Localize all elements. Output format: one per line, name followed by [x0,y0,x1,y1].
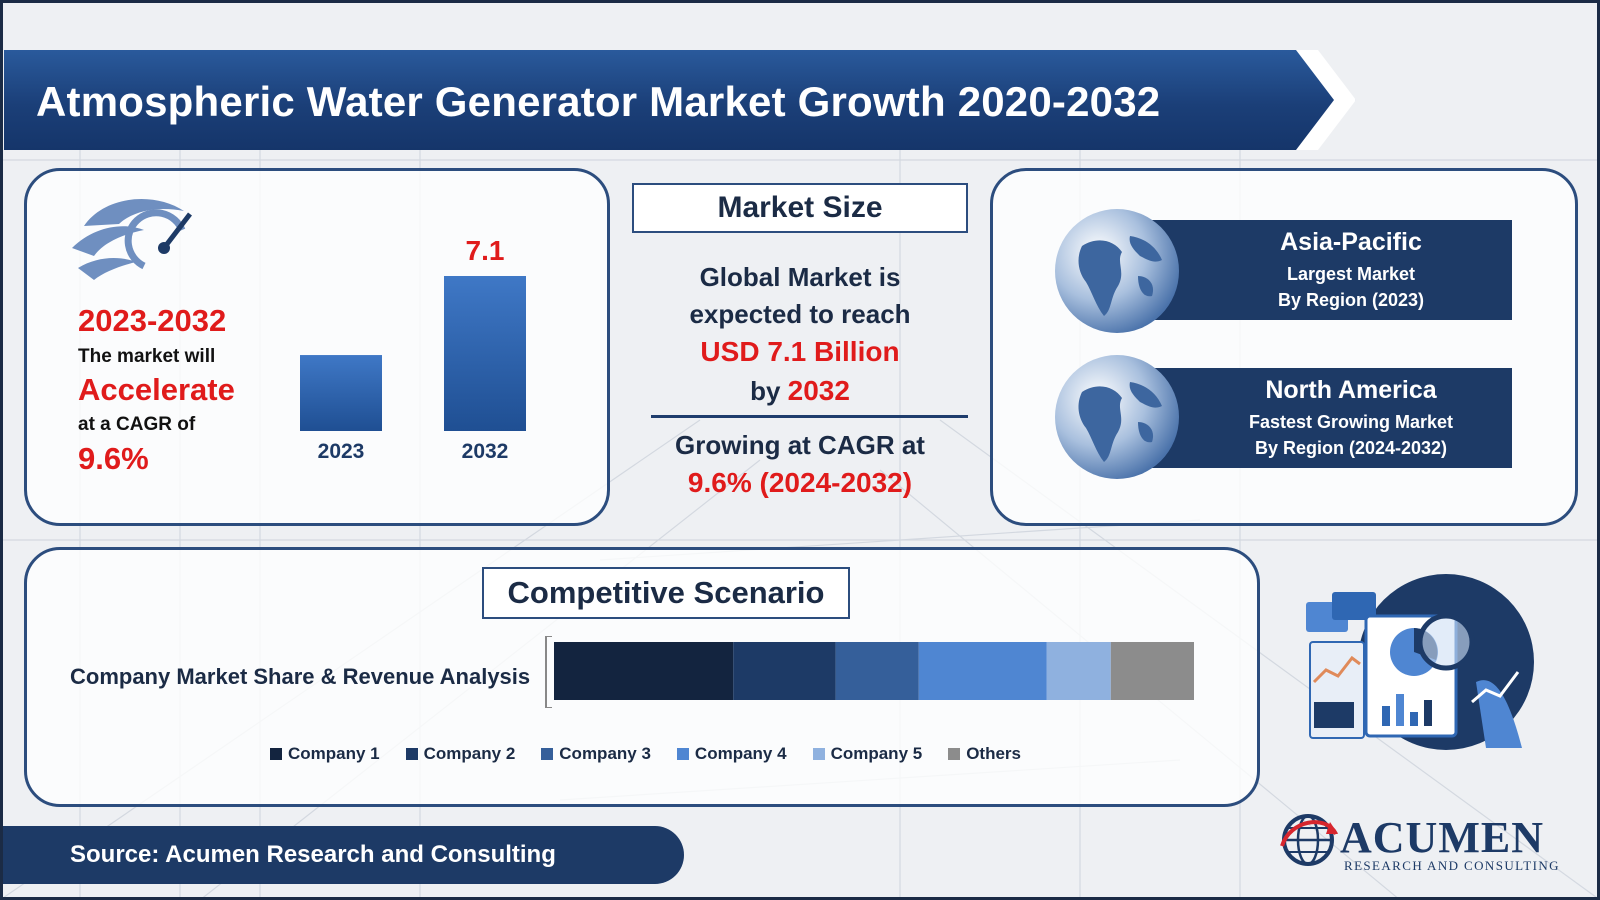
logo-name: ACUMEN [1340,813,1544,862]
legend-label: Company 1 [288,744,380,763]
speedometer-icon [72,199,192,280]
legend-swatch [270,748,282,760]
cagr-value: 9.6% [78,441,149,476]
growing-text: Growing at CAGR at [675,430,925,460]
legend-label: Others [966,744,1021,763]
segment-company-2 [733,642,836,700]
region-sub1: Fastest Growing Market [1248,411,1454,432]
legend-swatch [676,748,689,760]
data-label: 7.1 [466,235,505,266]
competitive-label: Company Market Share & Revenue Analysis [70,664,531,689]
segment-company-1 [554,642,734,700]
globe-icon [1055,355,1179,479]
region-sub1: Largest Market [1286,263,1416,284]
source-label: Source: Acumen Research and Consulting [0,826,684,884]
x-tick-label: 2023 [318,440,365,463]
legend-label: Company 4 [694,744,787,763]
segment-company-4 [918,642,1047,700]
growing-cagr: 9.6% (2024-2032) [687,467,913,498]
market-size-by-year: by 2032 [630,375,970,407]
region-card-asia-pacific: Asia-Pacific Largest Market By Region (2… [1140,220,1512,320]
market-size-line2: expected to reach [689,299,911,329]
bar-2023 [300,355,382,431]
target-year: 2032 [787,375,850,406]
market-will-text: The market will [78,346,216,367]
chart-legend: Company 1 Company 2 Company 3 Company 4 Comp… [270,744,1021,764]
legend-item: Others [948,744,1021,764]
competitive-heading: Competitive Scenario [482,567,850,619]
market-size-bar-chart: 2023 2032 7.1 [300,235,526,463]
forecast-period: 2023-2032 [78,303,227,338]
globe-icon [1055,209,1179,333]
region-sub2: By Region (2023) [1277,289,1425,310]
region-name: Asia-Pacific [1280,227,1422,256]
region-sub2: By Region (2024-2032) [1254,437,1448,458]
legend-swatch [948,748,961,760]
legend-swatch [541,748,554,760]
legend-item: Company 2 [405,744,516,764]
market-size-value: USD 7.1 Billion [700,336,900,367]
bracket-line [545,636,552,708]
logo-tagline: RESEARCH AND CONSULTING [1344,858,1560,873]
legend-label: Company 2 [423,744,516,763]
chevron-right-icon [1296,50,1356,150]
page-title: Atmospheric Water Generator Market Growt… [36,78,1161,125]
region-name: North America [1265,375,1437,404]
region-card-north-america: North America Fastest Growing Market By … [1140,368,1512,468]
market-size-line1: Global Market is [699,262,901,292]
market-share-stacked-bar [545,636,1194,708]
divider [651,415,968,418]
bar-2032 [444,276,526,431]
title-banner [4,50,1356,150]
legend-item: Company 3 [541,744,651,764]
segment-others [1110,642,1194,700]
legend-item: Company 5 [812,744,923,764]
legend-swatch [405,748,418,760]
legend-label: Company 5 [830,744,923,763]
accelerate-text: Accelerate [78,372,235,407]
by-prefix: by [750,376,781,406]
globe-logo-icon [1280,814,1338,866]
segment-company-3 [835,642,919,700]
legend-item: Company 4 [676,744,787,764]
analytics-illustration-icon [1306,574,1534,750]
segment-company-5 [1046,642,1111,700]
legend-swatch [812,748,825,760]
legend-label: Company 3 [559,744,651,763]
legend-item: Company 1 [270,744,380,764]
market-size-heading: Market Size [632,183,968,233]
x-tick-label: 2032 [462,440,509,463]
cagr-prefix-text: at a CAGR of [78,414,196,435]
